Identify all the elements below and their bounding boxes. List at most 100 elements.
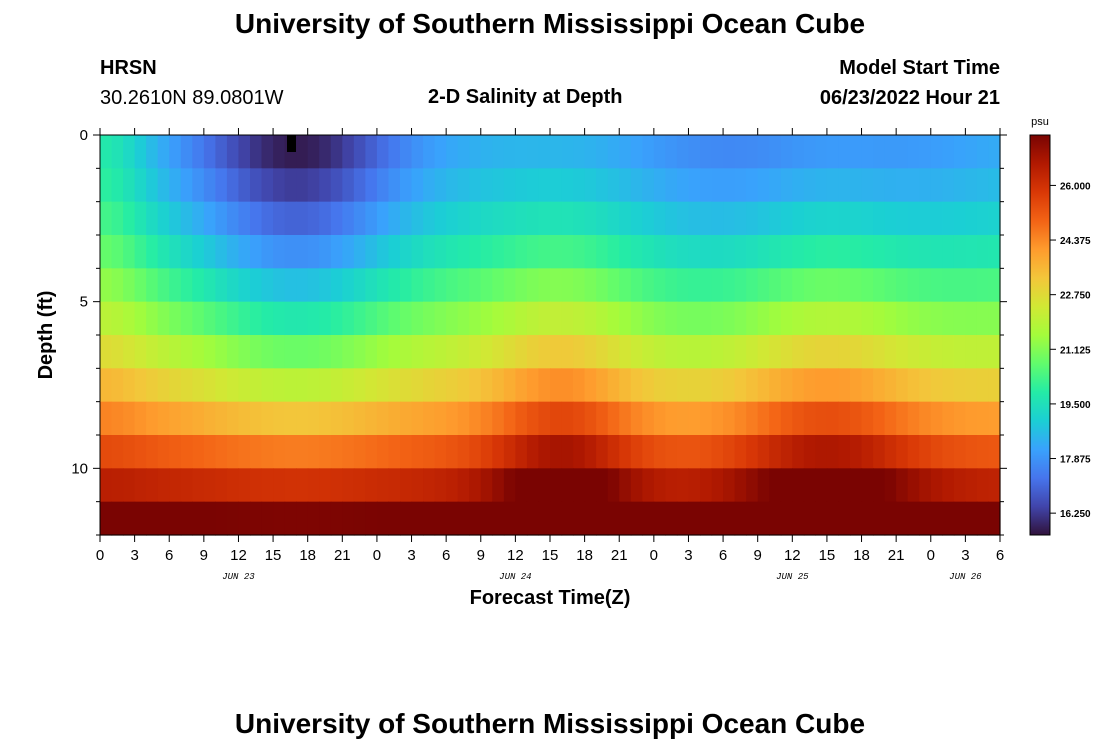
heatmap-cell (192, 368, 205, 403)
heatmap-cell (676, 201, 690, 236)
heatmap-cell (815, 135, 828, 169)
heatmap-cell (676, 401, 690, 436)
heatmap-cell (838, 401, 851, 436)
heatmap-cell (607, 401, 620, 436)
heatmap-cell (411, 235, 424, 269)
heatmap-cell (769, 335, 782, 369)
heatmap-cell (769, 268, 782, 303)
heatmap-cell (157, 401, 170, 436)
heatmap-cell (238, 368, 251, 403)
heatmap-cell (769, 368, 782, 403)
heatmap-cell (711, 235, 724, 269)
heatmap-cell (446, 468, 459, 503)
heatmap-cell (146, 368, 159, 403)
heatmap-cell (792, 268, 805, 303)
heatmap-cell (353, 135, 366, 169)
heatmap-cell (907, 501, 920, 536)
heatmap-cell (942, 401, 955, 436)
heatmap-cell (653, 201, 666, 236)
heatmap-cell (250, 335, 263, 369)
heatmap-cell (434, 268, 447, 303)
heatmap-cell (607, 368, 620, 403)
model-start-value: 06/23/2022 Hour 21 (819, 87, 1000, 109)
heatmap-cell (976, 435, 990, 469)
heatmap-cell (723, 435, 736, 469)
heatmap-cell (180, 301, 193, 336)
heatmap-cell (803, 335, 816, 369)
heatmap-cell (526, 435, 540, 469)
heatmap-cell (515, 301, 528, 336)
heatmap-cell (146, 201, 159, 236)
heatmap-cell (573, 401, 586, 436)
heatmap-cell (261, 135, 274, 169)
heatmap-cell (884, 135, 897, 169)
heatmap-cell (261, 501, 274, 536)
heatmap-cell (180, 335, 193, 369)
heatmap-cell (376, 168, 390, 203)
heatmap-cell (515, 368, 528, 403)
colorbar-tick-label: 16.250 (1060, 509, 1091, 520)
heatmap-cell (584, 368, 597, 403)
heatmap-cell (792, 468, 805, 503)
heatmap-cell (423, 168, 436, 203)
heatmap-cell (815, 201, 828, 236)
heatmap-cell (850, 235, 863, 269)
heatmap-cell (861, 168, 874, 203)
heatmap-cell (273, 235, 286, 269)
heatmap-cell (665, 168, 678, 203)
heatmap-cell (815, 501, 828, 536)
heatmap-cell (446, 201, 459, 236)
heatmap-cell (480, 135, 493, 169)
heatmap-cell (850, 435, 863, 469)
heatmap-cell (503, 335, 516, 369)
heatmap-cell (965, 268, 978, 303)
heatmap-cell (215, 235, 228, 269)
heatmap-cell (780, 201, 793, 236)
heatmap-cell (607, 168, 620, 203)
heatmap-cell (700, 135, 713, 169)
heatmap-cell (538, 301, 551, 336)
heatmap-cell (469, 268, 482, 303)
heatmap-cell (734, 201, 747, 236)
heatmap-cell (757, 368, 770, 403)
heatmap-cell (665, 468, 678, 503)
heatmap-cell (134, 201, 147, 236)
heatmap-cell (146, 468, 159, 503)
heatmap-cell (734, 335, 747, 369)
heatmap-cell (826, 401, 840, 436)
heatmap-cell (100, 168, 113, 203)
heatmap-cell (815, 268, 828, 303)
heatmap-cell (803, 468, 816, 503)
x-tick-label: 21 (888, 547, 905, 564)
heatmap-cell (365, 368, 378, 403)
heatmap-cell (226, 468, 240, 503)
heatmap-cell (480, 468, 493, 503)
heatmap-cell (653, 268, 666, 303)
heatmap-cell (838, 501, 851, 536)
heatmap-cell (561, 135, 574, 169)
heatmap-cell (676, 468, 690, 503)
heatmap-cell (296, 435, 309, 469)
heatmap-cell (630, 401, 643, 436)
heatmap-cell (965, 335, 978, 369)
heatmap-cell (584, 335, 597, 369)
heatmap-cell (296, 501, 309, 536)
heatmap-cell (100, 368, 113, 403)
heatmap-cell (250, 468, 263, 503)
heatmap-cell (261, 268, 274, 303)
heatmap-cell (538, 401, 551, 436)
heatmap-cell (550, 201, 563, 236)
heatmap-cell (388, 435, 401, 469)
heatmap-cell (146, 168, 159, 203)
heatmap-cell (953, 135, 966, 169)
heatmap-cell (826, 435, 840, 469)
heatmap-cell (353, 268, 366, 303)
heatmap-cell (492, 268, 505, 303)
heatmap-cell (123, 168, 136, 203)
heatmap-cell (711, 335, 724, 369)
heatmap-cell (769, 168, 782, 203)
heatmap-cell (319, 468, 332, 503)
heatmap-cell (746, 368, 759, 403)
heatmap-cell (250, 435, 263, 469)
heatmap-cell (100, 401, 113, 436)
